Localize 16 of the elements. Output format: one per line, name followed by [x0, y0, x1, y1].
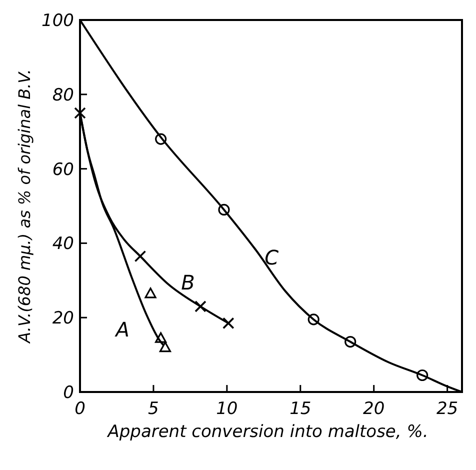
x-tick-label: 10 [216, 399, 238, 419]
series-label: C [264, 245, 279, 270]
y-tick-label: 20 [52, 308, 74, 329]
y-axis-title: A.V.(680 mμ.) as % of original B.V. [15, 69, 34, 344]
x-tick-label: 20 [363, 399, 385, 419]
y-tick-label: 40 [52, 234, 74, 254]
y-tick-label: 100 [42, 11, 74, 31]
x-tick-label: 5 [148, 399, 159, 419]
x-tick-label: 25 [436, 399, 458, 419]
x-axis-title: Apparent conversion into maltose, %. [106, 422, 430, 442]
series-label: B [181, 270, 195, 294]
series-label: A [114, 317, 130, 342]
y-tick-label: 60 [52, 160, 74, 180]
x-tick-label: 15 [290, 399, 312, 419]
y-tick-label: 0 [63, 383, 74, 403]
y-tick-label: 80 [52, 85, 74, 106]
